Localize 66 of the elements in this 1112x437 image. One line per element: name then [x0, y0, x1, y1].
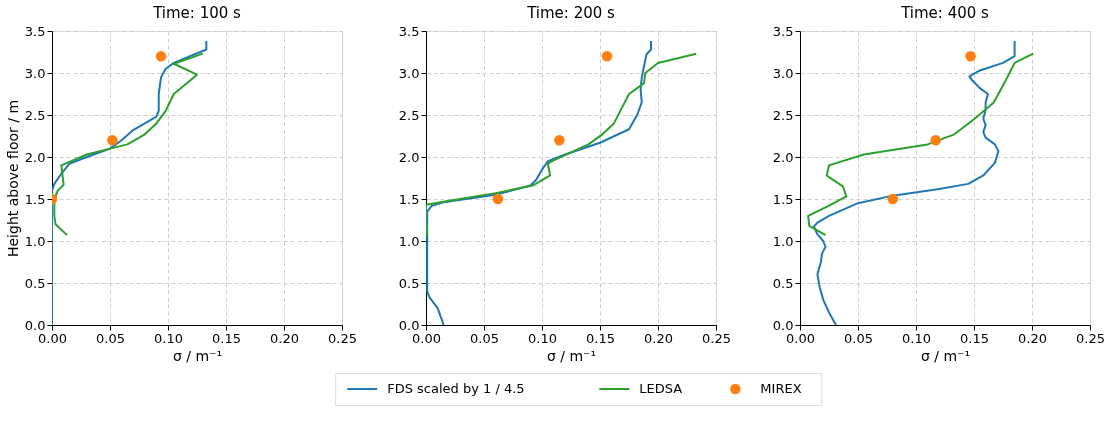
chart-title: Time: 200 s — [526, 4, 616, 22]
x-tick-label: 0.20 — [1018, 330, 1047, 346]
x-tick-label: 0.10 — [528, 330, 557, 346]
y-tick-label: 1.0 — [772, 233, 794, 249]
y-tick-label: 3.5 — [772, 23, 794, 39]
y-tick-label: 2.0 — [398, 149, 420, 165]
line-series — [53, 52, 204, 237]
y-tick-label: 1.5 — [772, 191, 794, 207]
line-series — [52, 40, 208, 325]
y-tick-label: 0.0 — [772, 317, 794, 333]
x-tick-label: 0.10 — [154, 330, 183, 346]
y-tick-label: 1.0 — [24, 233, 46, 249]
x-tick-label: 0.10 — [902, 330, 931, 346]
y-tick-label: 1.0 — [398, 233, 420, 249]
x-tick-label: 0.00 — [38, 330, 67, 346]
y-tick-label: 1.5 — [398, 191, 420, 207]
x-tick-label: 0.25 — [1076, 330, 1105, 346]
legend-label: MIREX — [760, 381, 802, 396]
chart-title: Time: 400 s — [900, 4, 990, 22]
y-tick-label: 3.0 — [24, 65, 46, 81]
x-axis-title: σ / m⁻¹ — [920, 347, 971, 364]
y-tick-label: 2.5 — [398, 107, 420, 123]
x-tick-label: 0.15 — [586, 330, 615, 346]
x-tick-label: 0.15 — [960, 330, 989, 346]
x-tick-label: 0.15 — [212, 330, 241, 346]
y-tick-label: 0.0 — [398, 317, 420, 333]
point — [601, 50, 613, 62]
y-tick-label: 0.0 — [24, 317, 46, 333]
y-tick-label: 0.5 — [398, 275, 420, 291]
point — [155, 50, 167, 62]
legend-label: FDS scaled by 1 / 4.5 — [387, 381, 525, 396]
x-tick-label: 0.25 — [328, 330, 357, 346]
y-axis-title: Height above floor / m — [4, 99, 21, 258]
line-series — [807, 52, 1035, 237]
point — [554, 134, 565, 146]
point — [887, 193, 899, 205]
y-tick-label: 0.5 — [24, 275, 46, 291]
chart-title: Time: 100 s — [152, 4, 242, 22]
line-series — [426, 40, 653, 325]
y-tick-label: 1.5 — [24, 191, 46, 207]
y-tick-label: 3.5 — [24, 23, 46, 39]
point — [492, 193, 504, 205]
y-tick-label: 3.5 — [398, 23, 420, 39]
line-series — [812, 40, 1016, 325]
x-tick-label: 0.05 — [96, 330, 125, 346]
legend-label: LEDSA — [639, 381, 683, 396]
x-tick-label: 0.00 — [786, 330, 815, 346]
x-tick-label: 0.00 — [412, 330, 441, 346]
y-tick-label: 2.5 — [24, 107, 46, 123]
y-tick-label: 0.5 — [772, 275, 794, 291]
y-tick-label: 3.0 — [772, 65, 794, 81]
point — [930, 134, 941, 146]
y-tick-label: 3.0 — [398, 65, 420, 81]
x-axis-title: σ / m⁻¹ — [172, 347, 223, 364]
y-tick-label: 2.0 — [24, 149, 46, 165]
x-tick-label: 0.05 — [470, 330, 499, 346]
x-tick-label: 0.25 — [702, 330, 731, 346]
x-tick-label: 0.05 — [844, 330, 873, 346]
line-series — [426, 52, 698, 237]
point — [965, 50, 976, 62]
y-tick-label: 2.0 — [772, 149, 794, 165]
point — [107, 134, 118, 146]
x-axis-title: σ / m⁻¹ — [546, 347, 597, 364]
y-tick-label: 2.5 — [772, 107, 794, 123]
x-tick-label: 0.20 — [644, 330, 673, 346]
x-tick-label: 0.20 — [270, 330, 299, 346]
